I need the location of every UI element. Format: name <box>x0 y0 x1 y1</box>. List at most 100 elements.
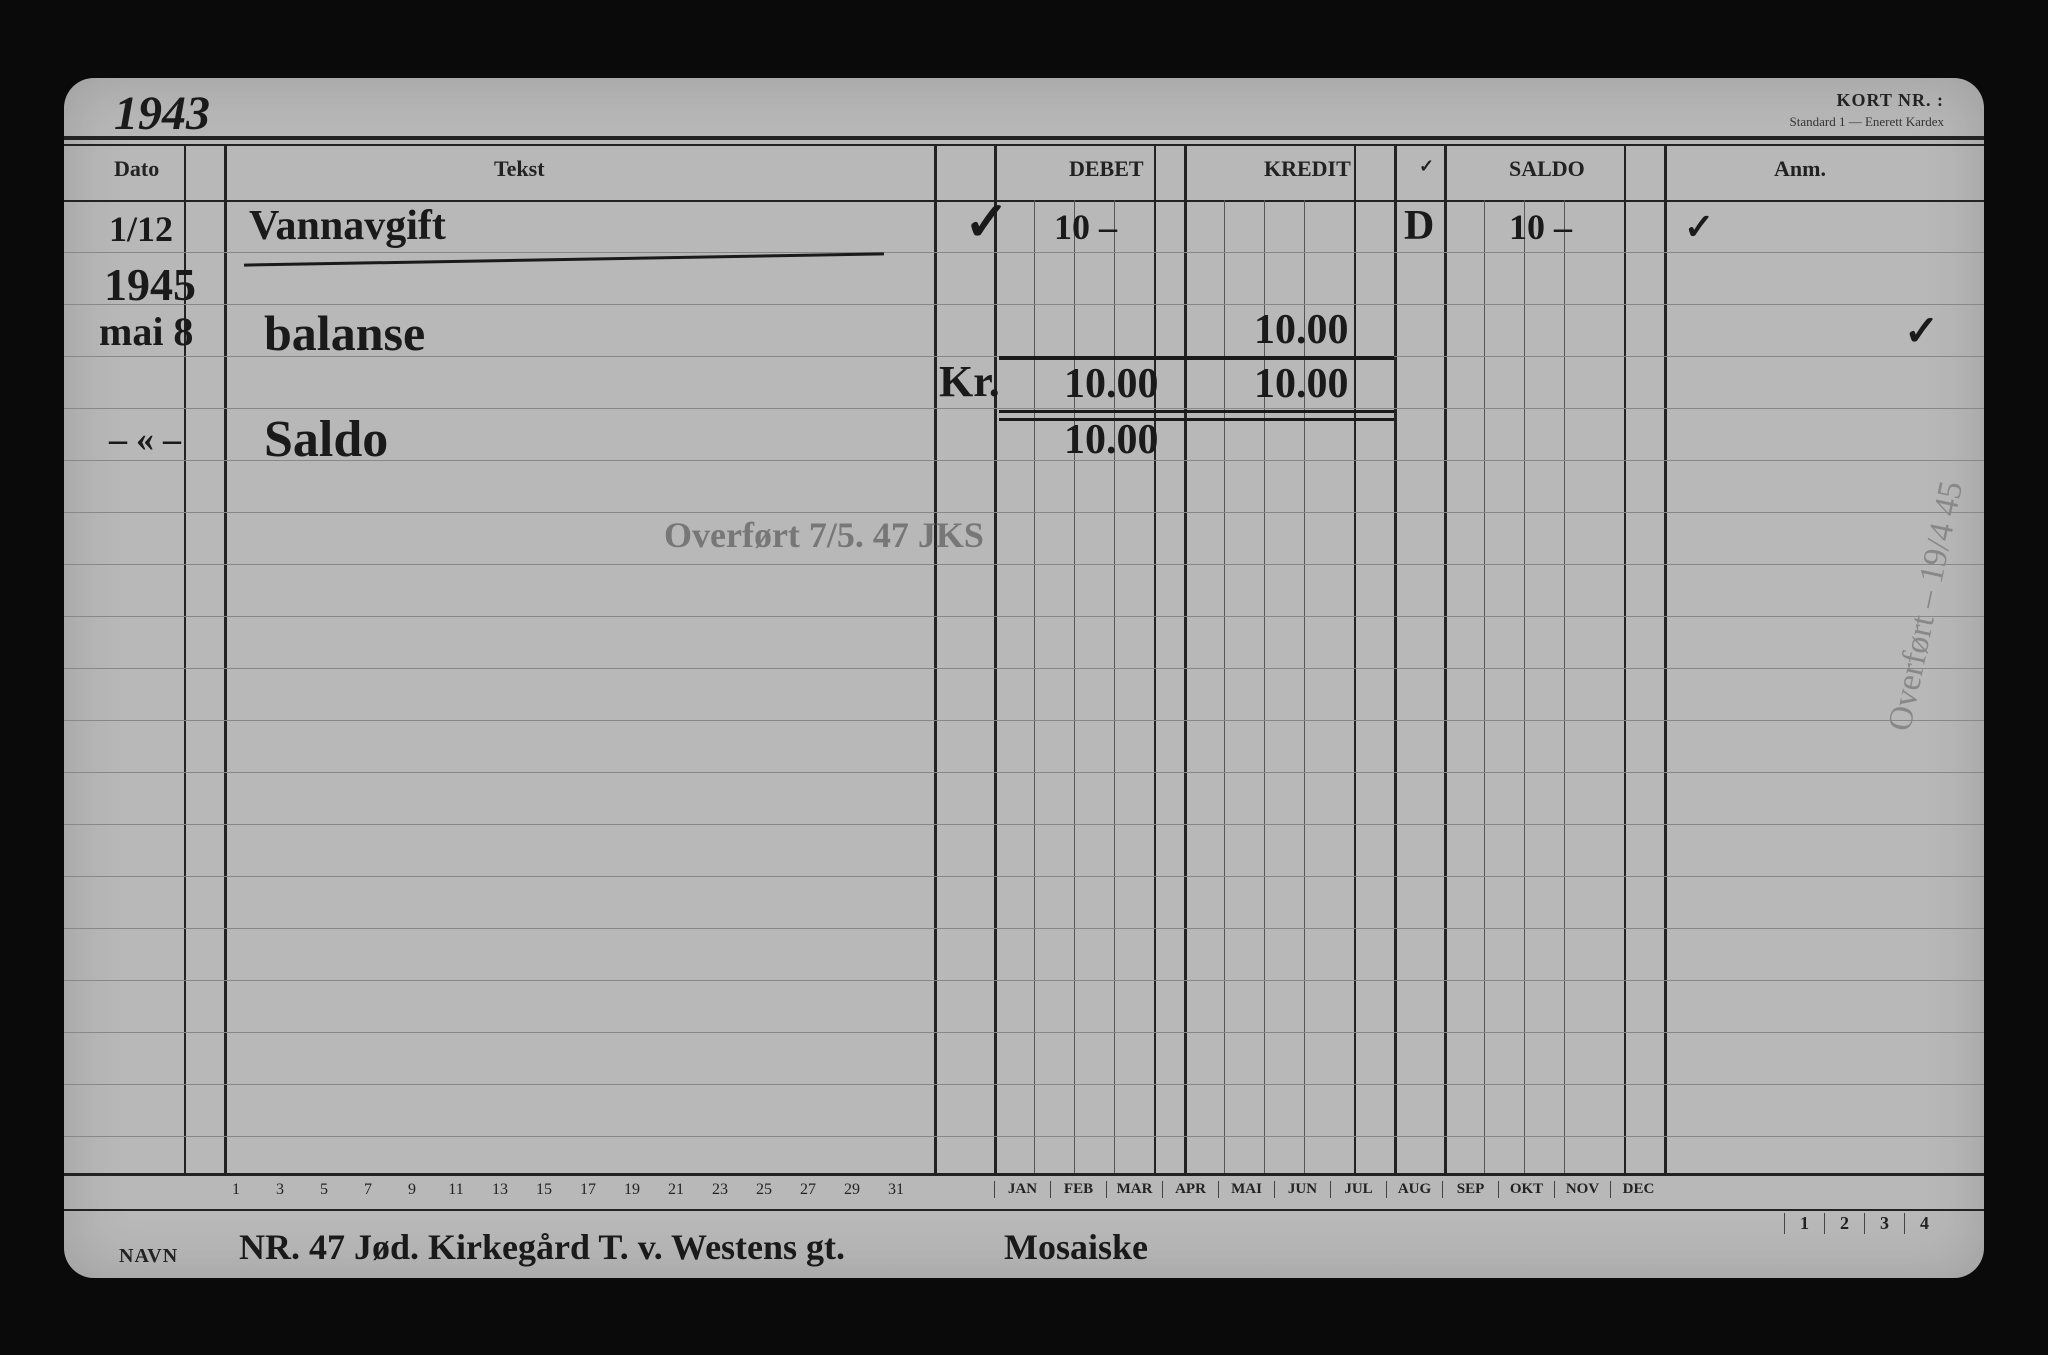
cell-tekst: Saldo <box>264 410 388 469</box>
col-dato: Dato <box>114 156 159 182</box>
body-rule <box>64 1032 1984 1033</box>
footer-month: AUG <box>1386 1181 1442 1198</box>
col-anm: Anm. <box>1774 156 1826 182</box>
col-debet: DEBET <box>1069 156 1144 182</box>
body-rule <box>64 980 1984 981</box>
vline <box>1074 200 1075 1173</box>
body-rule <box>64 252 1984 253</box>
navn-value: NR. 47 Jød. Kirkegård T. v. Westens gt. <box>239 1226 845 1268</box>
footer-month: SEP <box>1442 1181 1498 1198</box>
footer-day: 29 <box>830 1181 874 1199</box>
year-corner: 1943 <box>114 86 210 141</box>
footer-month: MAI <box>1218 1181 1274 1198</box>
vline <box>1564 200 1565 1173</box>
ledger-card: KORT NR. : Standard 1 — Enerett Kardex 1… <box>64 78 1984 1278</box>
col-tekst: Tekst <box>494 156 545 182</box>
footer-month: OKT <box>1498 1181 1554 1198</box>
footer-num: 3 <box>1864 1213 1904 1234</box>
col-saldo: SALDO <box>1509 156 1585 182</box>
note-line: Overført 7/5. 47 JKS <box>664 514 984 556</box>
footer-day: 17 <box>566 1181 610 1199</box>
body-rule <box>64 720 1984 721</box>
vline <box>1664 146 1667 1173</box>
header-rule-top <box>64 136 1984 140</box>
footer-day: 27 <box>786 1181 830 1199</box>
footer-month: APR <box>1162 1181 1218 1198</box>
cell-debet: 10.00 <box>1064 416 1159 464</box>
cell-dato: – « – <box>109 418 181 460</box>
vline <box>1484 200 1485 1173</box>
footer-rule2 <box>64 1209 1984 1211</box>
sum-double-rule <box>999 410 1394 413</box>
standard-label: Standard 1 — Enerett Kardex <box>1789 114 1944 130</box>
body-rule <box>64 616 1984 617</box>
footer-month: DEC <box>1610 1181 1666 1198</box>
vline <box>1444 146 1447 1173</box>
underline-stroke <box>244 252 884 266</box>
footer-month: MAR <box>1106 1181 1162 1198</box>
body-rule <box>64 824 1984 825</box>
vline <box>1154 146 1156 1173</box>
vline <box>1394 146 1397 1173</box>
col-kredit: KREDIT <box>1264 156 1351 182</box>
vline <box>1224 200 1225 1173</box>
body-rule <box>64 408 1984 409</box>
vline <box>1354 146 1356 1173</box>
cell-debet: 10.00 <box>1064 360 1159 408</box>
cell-check: D <box>1404 202 1434 250</box>
cell-kredit: 10.00 <box>1254 306 1349 354</box>
footer-day: 23 <box>698 1181 742 1199</box>
footer-month: FEB <box>1050 1181 1106 1198</box>
vline <box>1114 200 1115 1173</box>
vline <box>1184 146 1187 1173</box>
body-rule <box>64 512 1984 513</box>
footer-day: 9 <box>390 1181 434 1199</box>
vline <box>994 146 997 1173</box>
vline <box>224 146 227 1173</box>
vline <box>1624 146 1626 1173</box>
footer-day: 25 <box>742 1181 786 1199</box>
footer-day: 5 <box>302 1181 346 1199</box>
vline <box>1524 200 1525 1173</box>
footer-day: 31 <box>874 1181 918 1199</box>
cell-kredit: 10.00 <box>1254 360 1349 408</box>
cell-prefix: Kr. <box>939 356 1000 407</box>
navn-label: NAVN <box>119 1245 178 1268</box>
kort-nr-label: KORT NR. : <box>1836 90 1944 111</box>
footer-day: 13 <box>478 1181 522 1199</box>
footer-months: JANFEBMARAPRMAIJUNJULAUGSEPOKTNOVDEC <box>994 1181 1666 1198</box>
cell-anm: ✓ <box>1904 306 1939 356</box>
cell-dato: mai 8 <box>99 308 193 355</box>
footer-rule <box>64 1173 1984 1176</box>
body-rule <box>64 876 1984 877</box>
body-rule <box>64 928 1984 929</box>
sum-double-rule <box>999 418 1394 421</box>
footer-day: 1 <box>214 1181 258 1199</box>
footer-day: 21 <box>654 1181 698 1199</box>
margin-annotation: Overført – 19/4 45 <box>1881 478 1971 734</box>
footer-day: 7 <box>346 1181 390 1199</box>
footer-month: JUL <box>1330 1181 1386 1198</box>
footer-day: 11 <box>434 1181 478 1199</box>
check-icon: ✓ <box>964 190 1009 253</box>
col-check: ✓ <box>1419 156 1434 177</box>
cell-dato: 1945 <box>104 258 196 311</box>
vline <box>934 146 937 1173</box>
footer-num: 4 <box>1904 1213 1944 1234</box>
body-rule <box>64 668 1984 669</box>
cell-dato: 1/12 <box>109 208 173 250</box>
footer-day: 19 <box>610 1181 654 1199</box>
body-rule <box>64 1136 1984 1137</box>
cell-tekst: balanse <box>264 304 425 362</box>
cell-debet: 10 – <box>1054 206 1117 248</box>
cell-tekst: Vannavgift <box>249 202 446 250</box>
footer-month: JUN <box>1274 1181 1330 1198</box>
body-rule <box>64 772 1984 773</box>
footer-nums-right: 1234 <box>1784 1213 1944 1234</box>
card-footer: 135791113151719212325272931 JANFEBMARAPR… <box>64 1173 1984 1278</box>
body-rule <box>64 1084 1984 1085</box>
cell-saldo: 10 – <box>1509 206 1572 248</box>
column-headers: Dato Tekst DEBET KREDIT ✓ SALDO Anm. <box>64 156 1984 198</box>
footer-num: 1 <box>1784 1213 1824 1234</box>
cell-anm: ✓ <box>1684 206 1714 248</box>
